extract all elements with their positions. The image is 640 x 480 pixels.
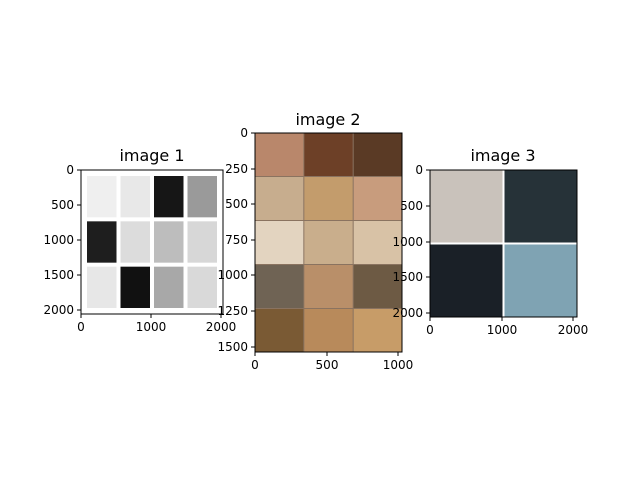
image-tile — [187, 176, 217, 218]
image-tile — [255, 309, 304, 352]
image-tile — [255, 221, 304, 264]
y-tick-label: 1000 — [217, 268, 248, 282]
image-tile — [87, 176, 117, 218]
image-tile — [304, 133, 353, 176]
y-tick-label: 1500 — [392, 270, 423, 284]
image-tile — [353, 309, 402, 352]
image-tile — [87, 266, 117, 308]
panel-3-title: image 3 — [470, 146, 535, 165]
y-tick-label: 2000 — [392, 306, 423, 320]
x-tick-label: 2000 — [558, 323, 589, 337]
image-tile — [154, 176, 184, 218]
image-tile — [353, 265, 402, 308]
panel-3-frame — [429, 169, 578, 318]
y-tick-label: 1250 — [217, 304, 248, 318]
y-tick-label: 1000 — [392, 235, 423, 249]
panel-image-3: image 3 0 1000 2000 0 500 1000 1500 2000 — [392, 146, 588, 337]
image-tile — [504, 244, 577, 317]
x-tick-label: 2000 — [206, 320, 237, 334]
image-tile — [187, 221, 217, 263]
image-tile — [255, 133, 304, 176]
image-tile — [255, 265, 304, 308]
x-tick-label: 0 — [251, 358, 259, 372]
x-tick-label: 1000 — [383, 358, 414, 372]
panel-3-tiles — [430, 170, 577, 317]
image-tile — [304, 177, 353, 220]
image-tile — [353, 177, 402, 220]
panel-2-y-ticks: 0 250 500 750 1000 1250 1500 — [217, 126, 255, 354]
image-tile — [187, 266, 217, 308]
panel-2-x-ticks: 0 500 1000 — [251, 352, 413, 372]
image-tile — [304, 221, 353, 264]
panel-2-title: image 2 — [295, 110, 360, 129]
panel-image-2: image 2 0 500 1000 0 250 500 750 1000 12… — [217, 110, 413, 372]
image-tile — [504, 170, 577, 243]
image-tile — [304, 309, 353, 352]
panel-1-frame — [80, 169, 224, 315]
y-tick-label: 500 — [400, 199, 423, 213]
y-tick-label: 500 — [225, 197, 248, 211]
panel-3-y-ticks: 0 500 1000 1500 2000 — [392, 163, 430, 320]
panel-3-x-ticks: 0 1000 2000 — [426, 317, 588, 337]
y-tick-label: 1000 — [43, 233, 74, 247]
image-tile — [154, 266, 184, 308]
panel-2-tiles — [255, 133, 402, 352]
image-tile — [120, 176, 150, 218]
y-tick-label: 750 — [225, 233, 248, 247]
y-tick-label: 1500 — [43, 268, 74, 282]
x-tick-label: 1000 — [136, 320, 167, 334]
y-tick-label: 0 — [240, 126, 248, 140]
y-tick-label: 0 — [66, 163, 74, 177]
y-tick-label: 0 — [415, 163, 423, 177]
image-tile — [304, 265, 353, 308]
panel-1-tiles — [87, 176, 217, 308]
image-tile — [87, 221, 117, 263]
image-tile — [120, 266, 150, 308]
image-tile — [430, 170, 503, 243]
image-tile — [120, 221, 150, 263]
x-tick-label: 0 — [77, 320, 85, 334]
panel-1-title: image 1 — [119, 146, 184, 165]
y-tick-label: 500 — [51, 198, 74, 212]
panel-1-y-ticks: 0 500 1000 1500 2000 — [43, 163, 81, 317]
image-tile — [154, 221, 184, 263]
y-tick-label: 2000 — [43, 303, 74, 317]
y-tick-label: 1500 — [217, 340, 248, 354]
panel-1-x-ticks: 0 1000 2000 — [77, 314, 236, 334]
x-tick-label: 0 — [426, 323, 434, 337]
image-tile — [353, 133, 402, 176]
x-tick-label: 1000 — [487, 323, 518, 337]
x-tick-label: 500 — [316, 358, 339, 372]
panel-2-frame — [254, 132, 403, 353]
image-tile — [353, 221, 402, 264]
panel-image-1: image 1 0 1000 2000 0 500 1000 1500 2000 — [43, 146, 236, 334]
y-tick-label: 250 — [225, 162, 248, 176]
image-tile — [255, 177, 304, 220]
image-tile — [430, 244, 503, 317]
